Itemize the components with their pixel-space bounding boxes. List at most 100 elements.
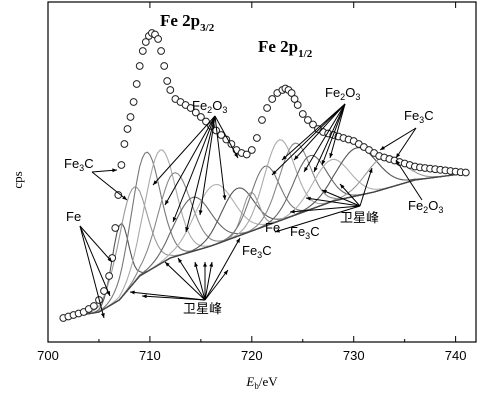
annotation-arrow (281, 103, 346, 161)
x-tick-label: 710 (139, 348, 161, 363)
annotation-arrow (395, 159, 423, 201)
arrow-head (165, 262, 170, 267)
arrow-head (272, 170, 277, 175)
arrow-head (106, 291, 110, 296)
data-point (120, 140, 129, 148)
arrow-head (107, 257, 112, 262)
data-point (258, 116, 266, 124)
annotation-arrow (164, 261, 206, 301)
data-point (135, 62, 144, 70)
data-point (290, 95, 299, 103)
arrow-head (198, 210, 203, 215)
arrow-head (203, 262, 207, 267)
background-line (63, 173, 461, 319)
annotation-arrow (79, 225, 105, 319)
data-point (114, 191, 123, 199)
x-tick-label: 700 (37, 348, 59, 363)
arrow-head (165, 200, 169, 205)
label-fe3c-mid-a: Fe3C (242, 243, 272, 260)
arrow-head (306, 196, 311, 201)
annotation-arrow (289, 205, 361, 213)
annotation-arrow (321, 189, 361, 207)
annotation-arrow (91, 171, 128, 201)
plot-frame (47, 1, 477, 343)
annotation-arrow (271, 103, 346, 176)
annotation-arrow (305, 197, 361, 207)
data-point (141, 38, 150, 46)
arrow-head (185, 227, 190, 232)
annotation-arrow (321, 103, 346, 166)
annotation-arrow (129, 291, 206, 301)
arrow-head (194, 262, 199, 267)
annotation-arrow (177, 257, 206, 301)
annotation-arrow (152, 115, 216, 186)
x-ticks: 700 710 720 730 740 (37, 2, 466, 363)
data-point (263, 104, 272, 112)
arrow-head (294, 155, 299, 160)
arrow-head (153, 180, 158, 185)
data-point (154, 35, 163, 43)
annotation-arrow (204, 269, 229, 301)
annotation-arrows (79, 103, 423, 319)
annotation-arrow (214, 115, 239, 159)
label-fe3c-left: Fe3C (64, 156, 94, 173)
annotation-arrow (329, 103, 346, 159)
annotation-arrow (172, 115, 216, 223)
data-point (90, 302, 98, 310)
y-axis-title: cps (10, 171, 25, 188)
data-point (253, 134, 261, 142)
data-point (160, 62, 169, 70)
data-point (138, 47, 147, 55)
label-fe2o3-mid: Fe2O3 (192, 98, 227, 115)
data-point (242, 150, 251, 159)
arrow-head (122, 195, 127, 200)
peak-title-2p32: Fe 2p3/2 (160, 11, 215, 34)
data-point (163, 77, 172, 85)
data-point (157, 47, 166, 55)
annotation-arrow (204, 237, 241, 301)
annotation-arrow (79, 225, 111, 297)
data-point (117, 161, 126, 169)
data-point (126, 113, 135, 121)
label-satellite-right: 卫星峰 (340, 211, 379, 226)
arrow-head (130, 290, 135, 295)
arrow-head (178, 258, 183, 263)
arrow-head (209, 262, 214, 267)
arrow-head (329, 153, 334, 158)
arrow-head (282, 155, 287, 160)
data-point (217, 131, 226, 139)
arrow-head (100, 313, 105, 318)
data-point (293, 101, 302, 109)
label-satellite-bottom: 卫星峰 (183, 302, 222, 317)
annotation-arrow (164, 115, 216, 206)
arrow-head (112, 168, 117, 173)
data-point (287, 89, 296, 97)
data-point (298, 110, 307, 118)
plot-area (59, 29, 470, 322)
peak-title-2p12: Fe 2p1/2 (258, 37, 313, 60)
arrow-head (380, 145, 385, 150)
arrow-head (368, 168, 373, 173)
arrow-head (396, 160, 401, 165)
annotation-arrow (313, 103, 346, 173)
data-point (197, 113, 205, 121)
arrow-head (322, 189, 327, 194)
annotation-arrow (199, 115, 216, 216)
arrow-head (223, 270, 228, 275)
annotation-arrow (204, 261, 213, 301)
data-point (129, 98, 138, 106)
arrow-head (314, 167, 318, 172)
arrow-head (396, 153, 401, 158)
annotation-arrow (141, 295, 206, 301)
data-point (123, 125, 132, 133)
arrow-head (275, 228, 280, 233)
annotation-arrow (339, 183, 361, 207)
arrow-head (234, 153, 238, 158)
x-tick-label: 740 (445, 348, 467, 363)
annotation-arrow (185, 115, 216, 233)
arrow-head (236, 238, 240, 243)
arrow-head (321, 160, 326, 165)
data-point (309, 120, 317, 129)
data-point (304, 116, 312, 124)
